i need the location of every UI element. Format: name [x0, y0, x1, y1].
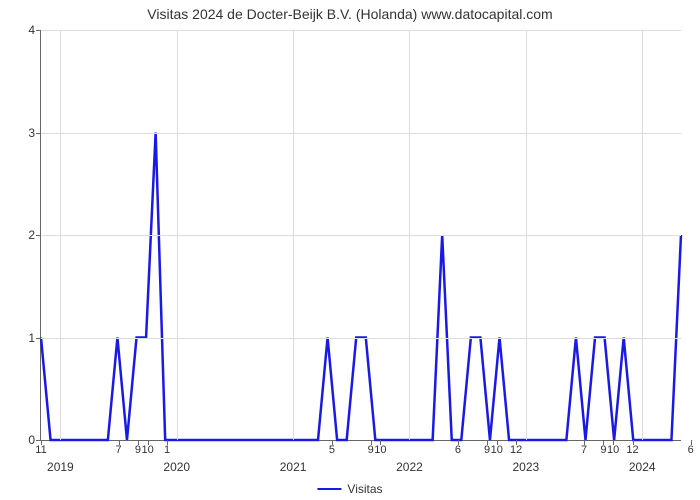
grid-line — [293, 30, 294, 440]
grid-line — [526, 30, 527, 440]
grid-line — [642, 30, 643, 440]
y-tick-label: 4 — [28, 23, 35, 37]
x-tick-mark — [497, 440, 498, 445]
x-tick-mark — [613, 440, 614, 445]
x-tick-mark — [138, 440, 139, 445]
grid-line — [409, 30, 410, 440]
grid-line — [41, 133, 681, 134]
x-tick-label: 11 — [35, 444, 46, 456]
x-tick-mark — [380, 440, 381, 445]
legend-swatch — [317, 488, 341, 491]
x-tick-label: 10 — [142, 444, 154, 456]
x-tick-mark — [633, 440, 634, 445]
x-year-label: 2021 — [280, 460, 307, 474]
x-tick-mark — [516, 440, 517, 445]
x-tick-mark — [167, 440, 168, 445]
y-tick-label: 1 — [28, 331, 35, 345]
x-tick-label: 9 — [135, 444, 141, 456]
x-year-label: 2019 — [47, 460, 74, 474]
x-tick-mark — [603, 440, 604, 445]
chart-container: Visitas 2024 de Docter-Beijk B.V. (Holan… — [0, 0, 700, 500]
x-tick-label: 1 — [164, 444, 170, 456]
x-tick-label: 12 — [626, 444, 638, 456]
x-tick-label: 10 — [374, 444, 386, 456]
x-tick-mark — [487, 440, 488, 445]
x-tick-label: 9 — [484, 444, 490, 456]
y-tick-label: 0 — [28, 433, 35, 447]
x-tick-label: 7 — [116, 444, 122, 456]
x-tick-mark — [371, 440, 372, 445]
x-year-label: 2023 — [512, 460, 539, 474]
chart-title: Visitas 2024 de Docter-Beijk B.V. (Holan… — [0, 0, 700, 26]
x-tick-label: 12 — [510, 444, 522, 456]
x-year-label: 2020 — [163, 460, 190, 474]
grid-line — [41, 338, 681, 339]
x-tick-label: 5 — [329, 444, 335, 456]
x-tick-mark — [119, 440, 120, 445]
plot-area: 0123420192020202120222023202411791015910… — [40, 30, 681, 441]
x-tick-mark — [458, 440, 459, 445]
grid-line — [41, 235, 681, 236]
grid-line — [41, 30, 681, 31]
x-tick-mark — [332, 440, 333, 445]
x-tick-label: 9 — [368, 444, 374, 456]
x-year-label: 2022 — [396, 460, 423, 474]
legend-label: Visitas — [347, 482, 382, 496]
x-tick-label: 6 — [455, 444, 461, 456]
x-tick-label: 10 — [491, 444, 503, 456]
grid-line — [60, 30, 61, 440]
x-tick-label: 7 — [581, 444, 587, 456]
x-tick-mark — [584, 440, 585, 445]
x-tick-label: 9 — [600, 444, 606, 456]
x-year-label: 2024 — [629, 460, 656, 474]
legend: Visitas — [317, 482, 382, 496]
y-tick-label: 3 — [28, 126, 35, 140]
x-tick-mark — [691, 440, 692, 445]
grid-line — [177, 30, 178, 440]
x-tick-label: 10 — [607, 444, 619, 456]
y-tick-label: 2 — [28, 228, 35, 242]
x-tick-mark — [148, 440, 149, 445]
x-tick-mark — [41, 440, 42, 445]
x-tick-label: 6 — [688, 444, 694, 456]
